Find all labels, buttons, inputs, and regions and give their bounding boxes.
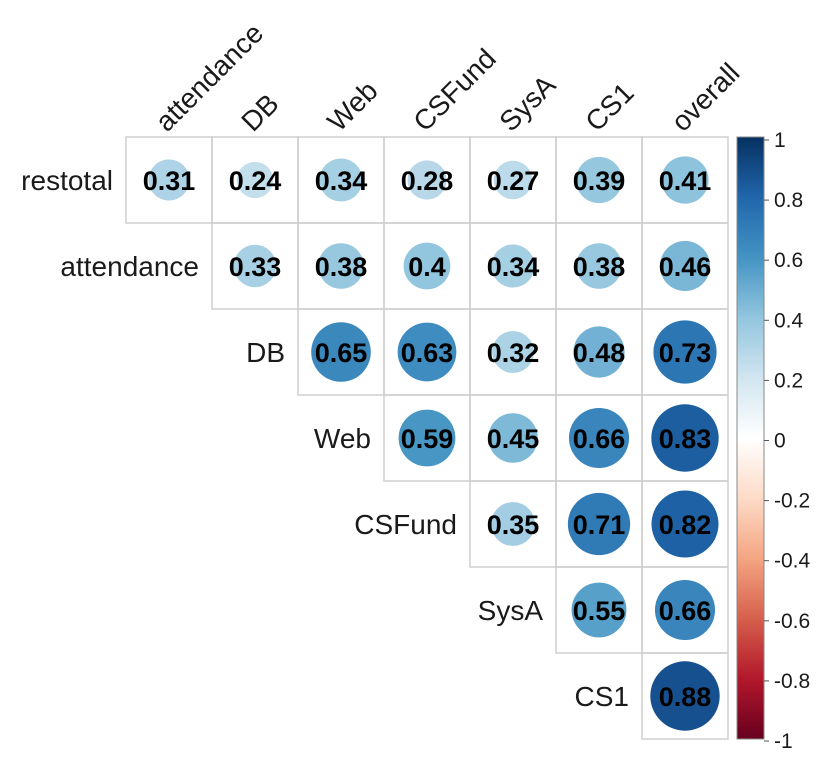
- value-label: 0.41: [659, 166, 712, 196]
- value-label: 0.46: [659, 252, 712, 282]
- correlation-circle: [650, 661, 720, 731]
- value-label: 0.32: [487, 338, 540, 368]
- correlation-circle: [488, 413, 538, 463]
- correlation-circle: [233, 244, 277, 288]
- correlation-circle: [491, 244, 535, 288]
- correlation-circle: [397, 322, 457, 382]
- value-label: 0.27: [487, 166, 540, 196]
- grid-cell: [641, 652, 729, 740]
- correlation-circle: [492, 331, 534, 373]
- value-label: 0.55: [573, 596, 626, 626]
- colorbar-tick-label: -0.8: [774, 670, 810, 693]
- grid: [125, 136, 729, 740]
- correlation-circle: [661, 156, 709, 204]
- column-label: Web: [321, 75, 383, 137]
- value-label: 0.39: [573, 166, 626, 196]
- value-label: 0.28: [401, 166, 454, 196]
- value-label: 0.24: [229, 166, 282, 196]
- colorbar-tick-label: -0.4: [774, 550, 811, 573]
- column-label: CSFund: [407, 43, 502, 138]
- colorbar-tick-label: 1: [774, 129, 786, 152]
- correlation-circle: [576, 243, 622, 289]
- colorbar-tick-label: 0.6: [774, 249, 803, 272]
- column-label: SysA: [493, 69, 561, 137]
- value-label: 0.38: [573, 252, 626, 282]
- value-label: 0.38: [315, 252, 368, 282]
- colorbar-tick-label: -0.2: [774, 490, 810, 513]
- row-label: SysA: [478, 595, 544, 626]
- correlation-circle: [568, 407, 630, 469]
- correlation-circle: [659, 240, 711, 292]
- correlation-circle: [573, 326, 625, 378]
- value-label: 0.45: [487, 424, 540, 454]
- column-label: overall: [665, 57, 745, 137]
- row-label: DB: [246, 337, 285, 368]
- value-label: 0.4: [408, 252, 446, 282]
- correlation-circle: [651, 490, 719, 558]
- value-label: 0.34: [315, 166, 368, 196]
- correlation-circle: [575, 156, 623, 204]
- correlation-circle: [407, 160, 447, 200]
- correlation-circle: [651, 404, 719, 472]
- correlation-circle: [654, 579, 716, 641]
- row-label: CSFund: [354, 509, 457, 540]
- colorbar-gradient: [736, 136, 765, 740]
- colorbar-tick-label: 0.4: [774, 309, 804, 332]
- value-label: 0.66: [659, 596, 712, 626]
- correlation-circle: [311, 322, 371, 382]
- colorbar-tick-label: 0: [774, 430, 786, 453]
- correlation-circle: [491, 502, 535, 546]
- colorbar-tick-label: -1: [774, 730, 793, 753]
- correlation-circle: [493, 160, 533, 200]
- correlation-circle: [571, 582, 627, 638]
- correlation-circle: [236, 161, 274, 199]
- value-label: 0.59: [401, 424, 454, 454]
- colorbar-tick-label: -0.6: [774, 610, 810, 633]
- row-label: attendance: [60, 251, 199, 282]
- correlation-circle: [318, 243, 364, 289]
- value-label: 0.83: [659, 424, 712, 454]
- correlation-circles: [148, 156, 720, 731]
- value-labels: 0.31 0.24 0.34 0.28 0.27 0.39 0.41 0.33 0.38 0.4 0…: [143, 166, 712, 712]
- value-label: 0.65: [315, 338, 368, 368]
- value-label: 0.63: [401, 338, 454, 368]
- correlation-circle: [567, 492, 631, 556]
- correlation-circle: [403, 242, 451, 290]
- value-label: 0.48: [573, 338, 626, 368]
- value-label: 0.31: [143, 166, 196, 196]
- row-label: CS1: [575, 681, 629, 712]
- value-label: 0.88: [659, 682, 712, 712]
- colorbar-tick-label: 0.2: [774, 369, 803, 392]
- colorbar-ticks: 1 0.8 0.6 0.4 0.2 0 -0.2 -0.4 -0.6 -0.8 -1: [764, 129, 811, 753]
- correlation-circle: [319, 158, 363, 202]
- value-label: 0.34: [487, 252, 540, 282]
- value-label: 0.33: [229, 252, 282, 282]
- value-label: 0.73: [659, 338, 712, 368]
- value-label: 0.82: [659, 510, 712, 540]
- colorbar-tick-label: 0.8: [774, 189, 803, 212]
- row-labels: restotal attendance DB Web CSFund SysA CS1: [21, 165, 629, 712]
- value-label: 0.71: [573, 510, 626, 540]
- column-label: CS1: [579, 77, 639, 137]
- correlation-circle: [398, 409, 456, 467]
- correlation-circle: [148, 159, 190, 201]
- row-label: restotal: [21, 165, 113, 196]
- row-label: Web: [314, 423, 371, 454]
- correlation-circle: [653, 320, 717, 384]
- value-label: 0.66: [573, 424, 626, 454]
- value-label: 0.35: [487, 510, 540, 540]
- colorbar: [736, 136, 765, 740]
- column-label: DB: [235, 88, 284, 137]
